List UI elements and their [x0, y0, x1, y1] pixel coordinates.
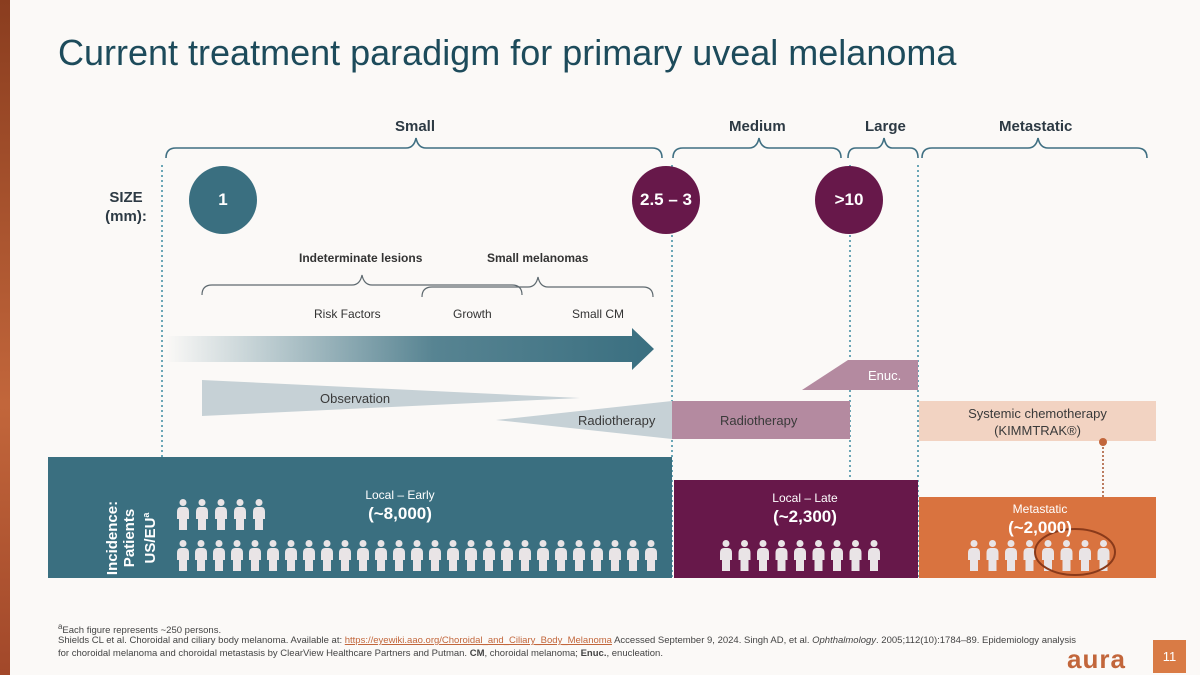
person-icon [1042, 540, 1054, 571]
incidence-axis-label: Incidence: Patients US/EUa [104, 500, 159, 576]
label-radiotherapy-small: Radiotherapy [578, 413, 656, 428]
size-label: SIZE (mm): [105, 189, 147, 225]
label-chemotherapy: Systemic chemotherapy (KIMMTRAK®) [968, 406, 1107, 438]
label-radiotherapy-medium: Radiotherapy [720, 413, 798, 428]
person-icon [429, 540, 441, 571]
panel-local-early: Local – Early (~8,000) [365, 488, 435, 523]
page-number: 11 [1153, 640, 1186, 673]
person-icon [537, 540, 549, 571]
label-enucleation: Enuc. [868, 368, 902, 383]
radiotherapy-band-medium [672, 401, 850, 439]
category-large: Large [865, 118, 906, 135]
size-marker-2: 2.5 – 3 [632, 166, 700, 234]
person-icon [501, 540, 513, 571]
person-icon [253, 499, 265, 530]
panel-metastatic-bg [919, 497, 1156, 578]
slide-title: Current treatment paradigm for primary u… [58, 32, 957, 73]
size-marker-1: 1 [189, 166, 257, 234]
person-icon [177, 499, 189, 530]
person-icon [375, 540, 387, 571]
label-observation: Observation [320, 391, 391, 406]
person-icon [757, 540, 769, 571]
panel-metastatic: Metastatic (~2,000) [1008, 502, 1072, 537]
person-icon [1060, 540, 1073, 571]
person-icon [393, 540, 405, 571]
person-icon [831, 540, 843, 571]
person-icon [812, 540, 825, 571]
person-icon [1005, 540, 1017, 571]
person-icon [339, 540, 351, 571]
person-icon [213, 540, 225, 571]
person-icon [519, 540, 531, 571]
person-icon [986, 540, 999, 571]
person-icon [483, 540, 495, 571]
observation-wedge [202, 380, 580, 416]
person-icon [1079, 540, 1091, 571]
category-braces [165, 137, 1148, 159]
person-icon [720, 540, 732, 571]
footnote-references: Shields CL et al. Choroidal and ciliary … [58, 635, 1077, 646]
person-icon [609, 540, 621, 571]
progression-arrow [165, 328, 654, 370]
person-figures [177, 499, 1110, 571]
category-small: Small [395, 118, 436, 135]
subgroup-small-melanomas: Small melanomas [487, 251, 589, 265]
chemotherapy-band [919, 401, 1156, 441]
person-icon [215, 499, 227, 530]
person-icon [267, 540, 279, 571]
person-icon [195, 540, 207, 571]
person-icon [177, 540, 189, 571]
person-icon [234, 499, 246, 530]
radiotherapy-wedge-small [496, 401, 672, 439]
panel-local-late: Local – Late (~2,300) [772, 491, 838, 526]
label-small-cm: Small CM [572, 307, 625, 321]
person-icon [465, 540, 477, 571]
person-icon [447, 540, 459, 571]
person-icon [321, 540, 333, 571]
person-icon [627, 540, 639, 571]
person-icon [303, 540, 315, 571]
category-metastatic: Metastatic [999, 118, 1073, 135]
edge-accent-bar [0, 0, 10, 675]
person-icon [411, 540, 423, 571]
person-icon [794, 540, 806, 571]
aura-logo: aura [1067, 644, 1126, 674]
category-medium: Medium [729, 118, 786, 135]
subgroup-indeterminate: Indeterminate lesions [299, 251, 423, 265]
enucleation-wedge [802, 360, 918, 390]
person-icon [968, 540, 980, 571]
person-icon [868, 540, 880, 571]
person-icon [645, 540, 657, 571]
footnote-figure-note: aEach figure represents ~250 persons. [58, 622, 222, 637]
person-icon [775, 540, 788, 571]
footnote-abbreviations: for choroidal melanoma and choroidal met… [58, 648, 663, 659]
person-icon [285, 540, 297, 571]
subgroup-braces [201, 274, 654, 298]
person-icon [573, 540, 585, 571]
person-icon [738, 540, 751, 571]
person-icon [555, 540, 567, 571]
person-icon [849, 540, 862, 571]
label-risk-factors: Risk Factors [314, 307, 381, 321]
person-icon [591, 540, 603, 571]
label-growth: Growth [453, 307, 492, 321]
person-icon [231, 540, 243, 571]
person-icon [196, 499, 208, 530]
person-icon [357, 540, 369, 571]
reference-link[interactable]: https://eyewiki.aao.org/Choroidal_and_Ci… [344, 635, 612, 646]
highlight-ring [1034, 528, 1116, 576]
size-marker-3: >10 [815, 166, 883, 234]
person-icon [249, 540, 261, 571]
chemo-pointer-dot [1099, 438, 1107, 446]
person-icon [1023, 540, 1036, 571]
